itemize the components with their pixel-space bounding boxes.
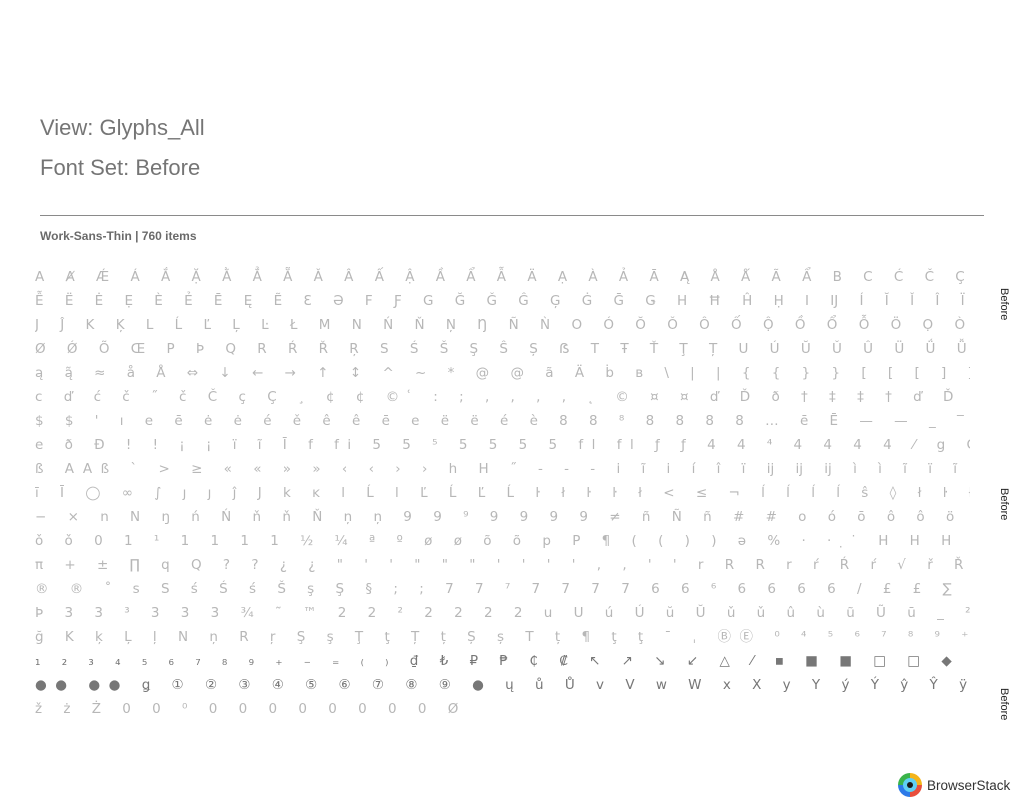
glyph-row: Þ 3 3 ³ 3 3 3 ¾ ˜ ™ 2 2 ² 2 2 2 2 u U ú …	[35, 605, 970, 621]
glyph-row: ₁ ₂ ₃ ₄ ₅ ₆ ₇ ₈ ₉ ₊ ₋ ₌ ₍ ₎ ₫ ₺ ₽ ₱ ₵ ₡ …	[35, 653, 970, 669]
glyph-row: J Ĵ K Ķ L Ĺ Ľ Ļ Ŀ Ł M N Ń Ň Ņ Ŋ Ñ Ǹ O Ó …	[35, 317, 970, 333]
browserstack-eye-icon	[898, 773, 922, 797]
browserstack-logo: BrowserStack	[898, 771, 1010, 799]
font-meta-label: Work-Sans-Thin | 760 items	[40, 229, 197, 243]
glyph-row: ß AAß ` > ≥ « « » » ‹ ‹ › › h H ˝ ‐ - ‑ …	[35, 461, 970, 477]
brand-name: BrowserStack	[927, 777, 1011, 793]
glyph-row: π + ± ∏ q Q ? ? ¿ ¿ " ' ' " " " ' ' ' ' …	[35, 557, 970, 573]
font-set-side-label: Before	[998, 488, 1010, 521]
font-set-side-label: Before	[998, 288, 1010, 321]
font-set-side-label: Before	[998, 688, 1010, 721]
glyph-row: ī Ī ◯ ∞ ∫ ȷ ȷ ĵ J k ĸ l Ĺ l Ľ Ĺ Ľ Ĺ ŀ ł …	[35, 485, 970, 501]
glyph-row: ą ą̃ ≈ å Å ⇔ ↓ ← → ↑ ↕ ^ ~ * @ @ ã Ä ḃ ʙ…	[35, 365, 970, 381]
glyph-row: $ $ ' ı e ē ė ė é ě ê ê ē e ë ë é è 8 8 …	[35, 413, 970, 429]
glyph-grid: A Ⱥ Ǽ Á Ắ Ặ Ằ Ẳ Ẵ Ǎ Â Ấ Ậ Ầ Ẩ Ẫ Ä Ạ À Ả …	[35, 265, 970, 721]
glyph-row: Ø Ǿ Õ Œ P Þ Q R Ŕ Ř Ŗ S Ś Š Ş Ŝ Ș ẞ T Ŧ …	[35, 341, 970, 357]
section-divider	[40, 215, 984, 216]
glyph-row: Ễ Ë Ė Ẹ È Ẻ Ē Ę Ẽ Ɛ Ə F Ƒ G Ğ Ǧ Ĝ Ģ Ġ Ḡ …	[35, 293, 970, 309]
glyph-row: ® ® ˚ s S ś Ś ś Š ş Ş § ; ; 7 7 ⁷ 7 7 7 …	[35, 581, 970, 597]
glyph-row: ž ż Ż 0 0 ⁰ 0 0 0 0 0 0 0 0 Ø	[35, 701, 467, 717]
glyph-row: ğ K ķ Ļ ļ N ņ R ŗ Ş ş Ţ ţ Ț ț Ș ș T ț ¶ …	[35, 629, 970, 645]
glyph-row: A Ⱥ Ǽ Á Ắ Ặ Ằ Ẳ Ẵ Ǎ Â Ấ Ậ Ầ Ẩ Ẫ Ä Ạ À Ả …	[35, 269, 970, 285]
glyph-row: ǒ ǒ 0 1 ¹ 1 1 1 1 ½ ¼ ª º ø ø õ õ p P ¶ …	[35, 533, 970, 549]
font-set-title: Font Set: Before	[40, 155, 201, 180]
glyph-row: ●● ●● ǥ ① ② ③ ④ ⑤ ⑥ ⑦ ⑧ ⑨ ● ų ů Ů v V w …	[35, 677, 970, 693]
glyph-row: − × n N ŋ ń Ń ň ň Ň ņ ņ 9 9 ⁹ 9 9 9 9 ≠ …	[35, 509, 970, 525]
view-title: View: Glyphs_All	[40, 115, 205, 140]
glyph-row: c ď ć č ˝ č Č ç Ç ¸ ¢ ¢ © ͑ : ; , , , , …	[35, 389, 970, 405]
glyph-row: e ð Đ ! ! ¡ ¡ ï ĩ Ī f fi 5 5 ⁵ 5 5 5 5 f…	[35, 437, 970, 453]
